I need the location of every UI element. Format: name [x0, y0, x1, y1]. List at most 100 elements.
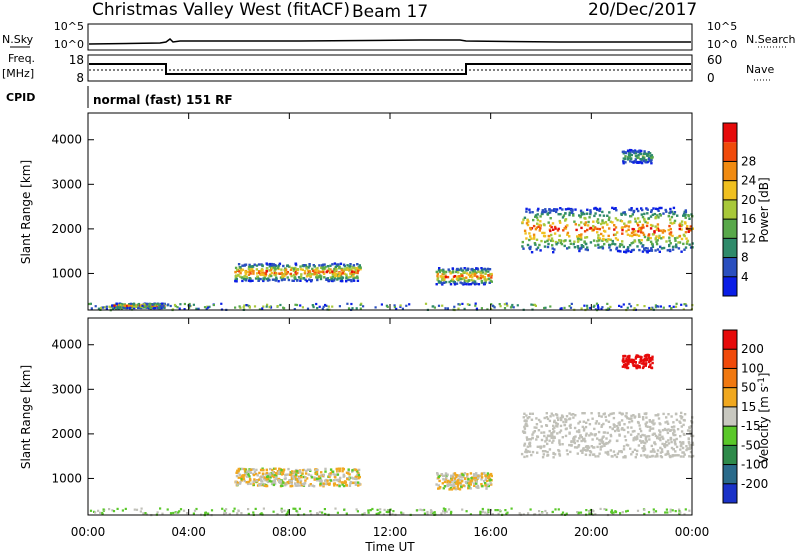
data-cell [621, 240, 624, 243]
data-cell [444, 275, 448, 279]
data-cell [689, 246, 693, 249]
data-cell [526, 424, 529, 428]
data-cell [613, 425, 616, 428]
data-cell [477, 270, 480, 273]
data-cell [279, 303, 282, 307]
data-cell [639, 434, 643, 438]
data-cell [655, 228, 659, 231]
data-cell [419, 508, 422, 511]
data-cell [166, 508, 169, 511]
data-cell [294, 273, 297, 276]
data-cell [559, 307, 562, 310]
data-cell [584, 221, 588, 224]
data-cell [637, 444, 641, 447]
data-cell [598, 442, 601, 445]
data-cell [529, 245, 532, 249]
data-cell [314, 472, 317, 475]
data-cell [642, 360, 645, 363]
data-cell [549, 415, 552, 418]
data-cell [573, 446, 577, 449]
data-cell [453, 305, 456, 308]
data-cell [556, 425, 559, 428]
data-cell [623, 222, 626, 225]
data-cell [634, 357, 637, 360]
data-cell [345, 275, 348, 278]
data-cell [524, 450, 527, 454]
data-cell [656, 435, 659, 439]
data-cell [600, 307, 603, 310]
data-cell [316, 307, 319, 310]
data-cell [309, 510, 312, 513]
data-cell [675, 243, 678, 246]
data-cell [644, 160, 647, 164]
data-cell [596, 218, 600, 221]
data-cell [658, 234, 661, 238]
data-cell [626, 509, 629, 512]
data-cell [108, 508, 111, 511]
data-cell [269, 306, 273, 309]
data-cell [539, 227, 542, 230]
data-cell [319, 482, 322, 485]
data-cell [644, 424, 648, 428]
data-cell [592, 305, 595, 308]
data-cell [604, 221, 608, 224]
data-cell [354, 483, 358, 486]
data-cell [684, 213, 687, 216]
data-cell [557, 418, 560, 421]
data-cell [283, 509, 286, 512]
data-cell [243, 474, 246, 477]
data-cell [248, 277, 251, 280]
data-cell [441, 283, 444, 286]
data-cell [649, 160, 652, 163]
data-cell [284, 268, 288, 271]
data-cell [669, 233, 672, 236]
data-cell [459, 281, 462, 284]
data-cell [659, 438, 662, 442]
colorbar-tick-label: 24 [741, 174, 756, 188]
data-cell [662, 306, 665, 309]
data-cell [673, 219, 677, 223]
data-cell [465, 276, 468, 279]
data-cell [280, 484, 283, 487]
data-cell [306, 468, 310, 471]
data-cell [539, 215, 542, 218]
data-cell [281, 510, 284, 513]
data-cell [561, 511, 565, 514]
data-cell [263, 276, 266, 279]
data-cell [479, 271, 482, 274]
data-cell [600, 232, 603, 236]
data-cell [444, 307, 447, 310]
data-cell [643, 150, 646, 153]
data-cell [628, 360, 631, 363]
data-cell [259, 513, 262, 516]
data-cell [114, 307, 117, 310]
data-cell [644, 158, 648, 162]
data-cell [625, 510, 628, 513]
data-cell [458, 268, 461, 271]
data-cell [483, 276, 487, 279]
data-cell [636, 156, 639, 159]
data-cell [579, 209, 583, 212]
data-cell [444, 508, 447, 511]
data-cell [367, 511, 370, 514]
data-cell [688, 217, 691, 220]
x-axis-label: Time UT [364, 540, 415, 554]
data-cell [299, 304, 302, 307]
data-cell [437, 475, 440, 479]
data-cell [429, 509, 433, 512]
data-cell [531, 211, 534, 214]
data-cell [523, 427, 527, 430]
data-cell [529, 412, 532, 415]
data-cell [664, 428, 667, 431]
data-cell [555, 210, 558, 214]
data-cell [639, 228, 643, 232]
data-cell [602, 442, 606, 446]
colorbar-tick-label: 100 [741, 361, 764, 375]
data-cell [630, 420, 634, 423]
colorbar-frame [722, 329, 738, 504]
data-cell [303, 270, 307, 273]
data-cell [546, 442, 549, 446]
data-cell [328, 279, 331, 282]
